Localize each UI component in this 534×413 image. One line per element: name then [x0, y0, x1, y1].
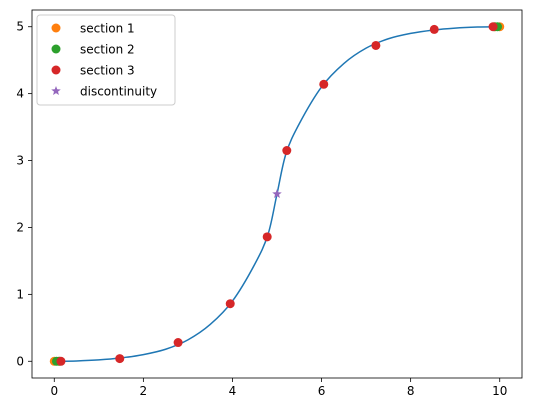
- y-tick-label: 5: [16, 20, 24, 34]
- x-tick-label: 2: [140, 384, 148, 398]
- section-3-point: [282, 146, 292, 156]
- section-3-point: [225, 299, 235, 309]
- section-3-point: [173, 338, 183, 348]
- legend-section-1-label: section 1: [80, 22, 135, 36]
- legend: section 1 section 2 section 3 discontinuity: [36, 14, 176, 106]
- legend-section-2-label: section 2: [80, 43, 135, 57]
- y-tick-label: 0: [16, 354, 24, 368]
- x-axis-ticks: 0 2 4 6 8 10: [50, 378, 507, 398]
- legend-discontinuity-marker: [51, 86, 61, 96]
- x-tick-label: 10: [492, 384, 507, 398]
- section-3-point: [371, 40, 381, 50]
- legend-discontinuity-label: discontinuity: [80, 85, 157, 99]
- section-3-point: [319, 79, 329, 89]
- legend-section-2-marker: [51, 44, 61, 54]
- legend-section-3-label: section 3: [80, 64, 135, 78]
- x-tick-label: 8: [407, 384, 415, 398]
- y-axis-ticks: 0 1 2 3 4 5: [16, 20, 32, 368]
- y-tick-label: 4: [16, 87, 24, 101]
- marker-layer: [49, 22, 505, 366]
- axes-frame: [31, 9, 523, 379]
- x-tick-label: 0: [50, 384, 58, 398]
- legend-section-3-marker: [51, 65, 61, 75]
- y-tick-label: 3: [16, 154, 24, 168]
- legend-box: [36, 14, 176, 106]
- section-3-point: [488, 22, 498, 32]
- legend-section-1-marker: [51, 23, 61, 33]
- x-tick-label: 6: [318, 384, 326, 398]
- section-3-point: [56, 356, 66, 366]
- section-3-point: [262, 232, 272, 242]
- discontinuity-point: [272, 189, 282, 199]
- section-3-point: [115, 354, 125, 364]
- section-3-point: [429, 24, 439, 34]
- y-tick-label: 1: [16, 287, 24, 301]
- y-tick-label: 2: [16, 220, 24, 234]
- x-tick-label: 4: [229, 384, 237, 398]
